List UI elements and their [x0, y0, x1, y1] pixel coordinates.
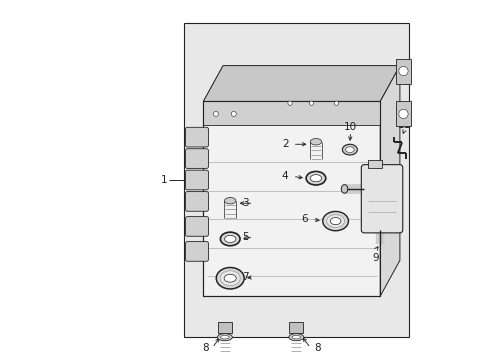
FancyBboxPatch shape: [288, 322, 303, 333]
Polygon shape: [203, 102, 380, 296]
Text: 2: 2: [281, 139, 288, 149]
Text: 8: 8: [202, 343, 208, 353]
FancyBboxPatch shape: [395, 59, 410, 84]
FancyBboxPatch shape: [185, 149, 208, 168]
Ellipse shape: [291, 336, 300, 339]
FancyBboxPatch shape: [367, 160, 381, 168]
Polygon shape: [380, 66, 399, 296]
FancyBboxPatch shape: [185, 217, 208, 236]
Text: 3: 3: [242, 198, 248, 208]
Text: 8: 8: [313, 343, 320, 353]
Ellipse shape: [342, 144, 357, 155]
FancyBboxPatch shape: [395, 102, 410, 126]
Ellipse shape: [309, 139, 321, 145]
Polygon shape: [203, 66, 399, 102]
Ellipse shape: [288, 334, 303, 341]
Text: 11: 11: [397, 120, 410, 130]
Text: 9: 9: [372, 253, 379, 263]
Ellipse shape: [224, 235, 235, 243]
Ellipse shape: [220, 232, 240, 246]
Text: 6: 6: [301, 214, 307, 224]
Ellipse shape: [341, 185, 347, 193]
FancyBboxPatch shape: [185, 192, 208, 211]
Text: 5: 5: [242, 232, 248, 242]
Text: 10: 10: [344, 122, 356, 132]
Text: 1: 1: [161, 175, 167, 185]
FancyBboxPatch shape: [217, 322, 231, 333]
Ellipse shape: [305, 171, 325, 185]
Circle shape: [309, 101, 313, 105]
Ellipse shape: [224, 198, 235, 204]
Ellipse shape: [309, 175, 321, 182]
Ellipse shape: [345, 147, 353, 153]
Ellipse shape: [217, 334, 232, 341]
Circle shape: [398, 109, 407, 118]
Ellipse shape: [326, 215, 344, 228]
FancyBboxPatch shape: [183, 23, 408, 337]
Circle shape: [398, 66, 407, 76]
Ellipse shape: [322, 211, 348, 231]
Ellipse shape: [224, 274, 236, 282]
FancyBboxPatch shape: [185, 127, 208, 147]
Polygon shape: [203, 66, 399, 102]
Ellipse shape: [216, 267, 244, 289]
Ellipse shape: [220, 271, 240, 286]
Ellipse shape: [329, 217, 340, 225]
FancyBboxPatch shape: [361, 165, 402, 233]
FancyBboxPatch shape: [185, 170, 208, 190]
Circle shape: [287, 101, 292, 105]
Circle shape: [334, 101, 338, 105]
Text: 4: 4: [281, 171, 288, 181]
Ellipse shape: [220, 336, 229, 339]
FancyBboxPatch shape: [185, 242, 208, 261]
Polygon shape: [203, 102, 380, 125]
Text: 7: 7: [242, 272, 248, 282]
Circle shape: [231, 111, 236, 116]
Circle shape: [213, 111, 218, 116]
